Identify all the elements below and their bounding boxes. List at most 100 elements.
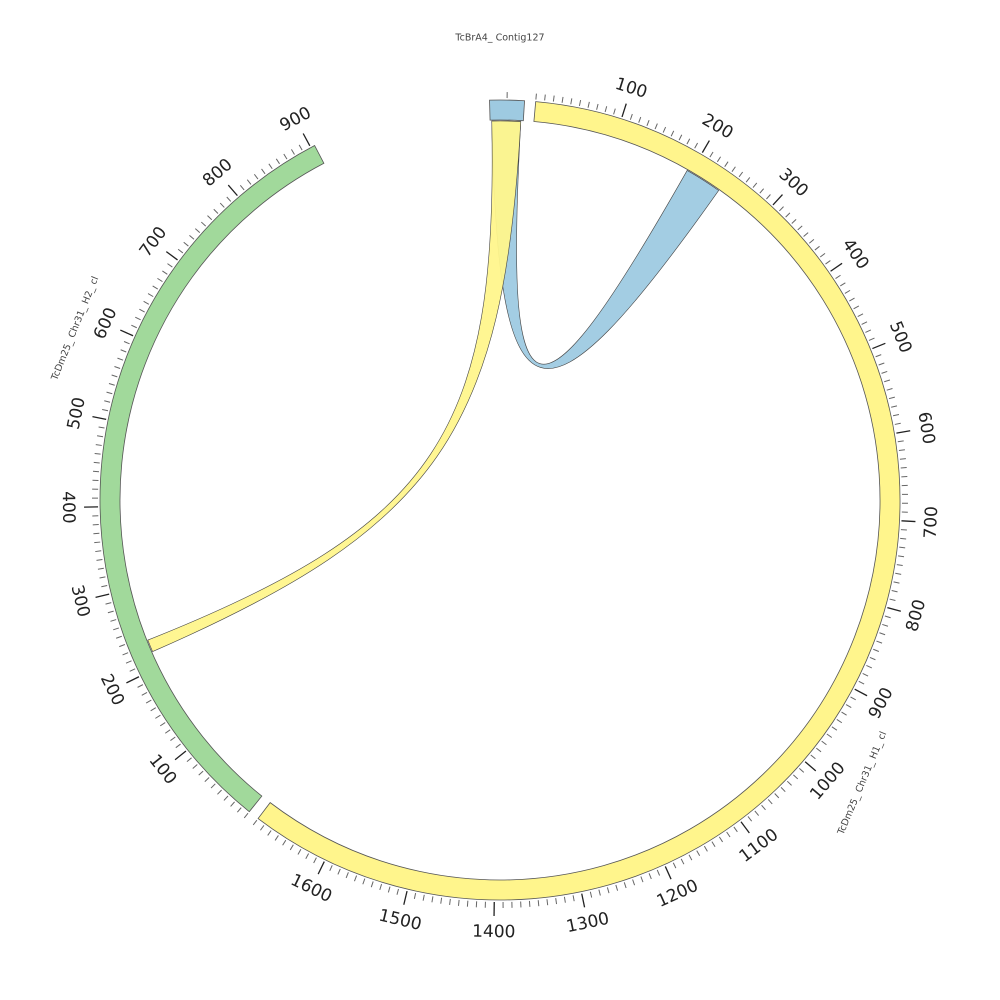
minor-tick: [267, 830, 272, 836]
tick-label: 300: [775, 165, 812, 202]
minor-tick: [213, 208, 219, 214]
minor-tick: [157, 277, 163, 283]
minor-tick: [578, 99, 582, 107]
tick-label: 1100: [736, 825, 783, 867]
minor-tick: [239, 184, 245, 191]
minor-tick: [840, 282, 846, 287]
minor-tick: [648, 873, 652, 880]
minor-tick: [93, 532, 100, 535]
minor-tick: [869, 656, 876, 661]
minor-tick: [861, 321, 868, 325]
minor-tick: [696, 850, 701, 857]
link-ribbon-contig127-h2: [147, 120, 522, 652]
minor-tick: [253, 173, 259, 180]
minor-tick: [604, 106, 608, 113]
major-tick: [95, 593, 110, 598]
minor-tick: [686, 138, 691, 145]
minor-tick: [884, 615, 891, 619]
minor-tick: [858, 680, 865, 685]
minor-tick: [246, 179, 252, 185]
minor-tick: [204, 777, 210, 783]
minor-tick: [613, 108, 616, 115]
links-layer: [147, 120, 720, 652]
minor-tick: [261, 168, 266, 175]
minor-tick: [457, 899, 460, 906]
minor-tick: [115, 635, 122, 639]
tick-label: 500: [64, 395, 90, 431]
minor-tick: [589, 891, 593, 898]
minor-tick: [878, 362, 885, 366]
minor-tick: [896, 564, 903, 567]
minor-tick: [875, 354, 882, 358]
minor-tick: [598, 889, 601, 896]
tick-label: 1000: [806, 758, 849, 804]
major-tick: [92, 415, 107, 421]
minor-tick: [821, 740, 827, 746]
minor-tick: [147, 293, 154, 298]
minor-tick: [298, 144, 303, 151]
minor-tick: [198, 770, 204, 776]
minor-tick: [587, 101, 590, 108]
minor-tick: [780, 787, 786, 793]
minor-tick: [353, 875, 358, 882]
minor-tick: [97, 435, 104, 438]
minor-tick: [546, 899, 549, 906]
minor-tick: [893, 581, 900, 584]
minor-tick: [200, 221, 207, 227]
minor-tick: [141, 691, 148, 696]
minor-tick: [159, 722, 166, 727]
tick-label: 1200: [654, 876, 702, 912]
sequence-label-h1: TcDm25_ Chr31_ H1_ cl: [835, 730, 889, 837]
minor-tick: [207, 215, 213, 221]
major-tick: [621, 103, 627, 118]
minor-tick: [110, 619, 117, 622]
minor-tick: [711, 841, 716, 847]
minor-tick: [850, 696, 856, 701]
minor-tick: [759, 188, 765, 194]
minor-tick: [879, 632, 886, 636]
tick-label: 400: [838, 235, 873, 273]
tick-label: 1500: [377, 906, 424, 935]
minor-tick: [260, 825, 265, 831]
minor-tick: [164, 729, 171, 734]
minor-tick: [882, 623, 889, 627]
minor-tick: [670, 130, 675, 137]
minor-tick: [895, 572, 902, 575]
minor-tick: [884, 379, 891, 383]
major-tick: [302, 133, 311, 147]
minor-tick: [724, 161, 729, 167]
minor-tick: [862, 672, 869, 677]
minor-tick: [337, 868, 341, 875]
minor-tick: [892, 414, 900, 417]
minor-tick: [282, 839, 287, 846]
minor-tick: [449, 898, 451, 905]
minor-tick: [841, 711, 847, 716]
minor-tick: [814, 245, 820, 251]
minor-tick: [733, 826, 738, 833]
minor-tick: [606, 887, 610, 894]
minor-tick: [866, 665, 873, 669]
minor-tick: [268, 163, 273, 170]
minor-tick: [219, 202, 225, 208]
major-tick: [772, 194, 783, 206]
minor-tick: [898, 449, 905, 452]
major-tick: [701, 140, 710, 153]
minor-tick: [572, 895, 575, 902]
major-tick: [830, 262, 843, 272]
tick-label: 100: [145, 751, 181, 789]
major-tick: [872, 342, 886, 350]
minor-tick: [236, 807, 242, 813]
minor-tick: [876, 640, 883, 644]
minor-tick: [345, 872, 349, 879]
minor-tick: [152, 285, 159, 290]
tick-label: 400: [58, 491, 79, 524]
minor-tick: [175, 743, 181, 749]
minor-tick: [898, 555, 905, 558]
minor-tick: [431, 896, 434, 903]
minor-tick: [183, 241, 189, 247]
minor-tick: [808, 238, 815, 244]
minor-tick: [797, 225, 803, 231]
minor-tick: [844, 289, 851, 294]
minor-tick: [865, 329, 872, 333]
minor-tick: [779, 206, 784, 212]
